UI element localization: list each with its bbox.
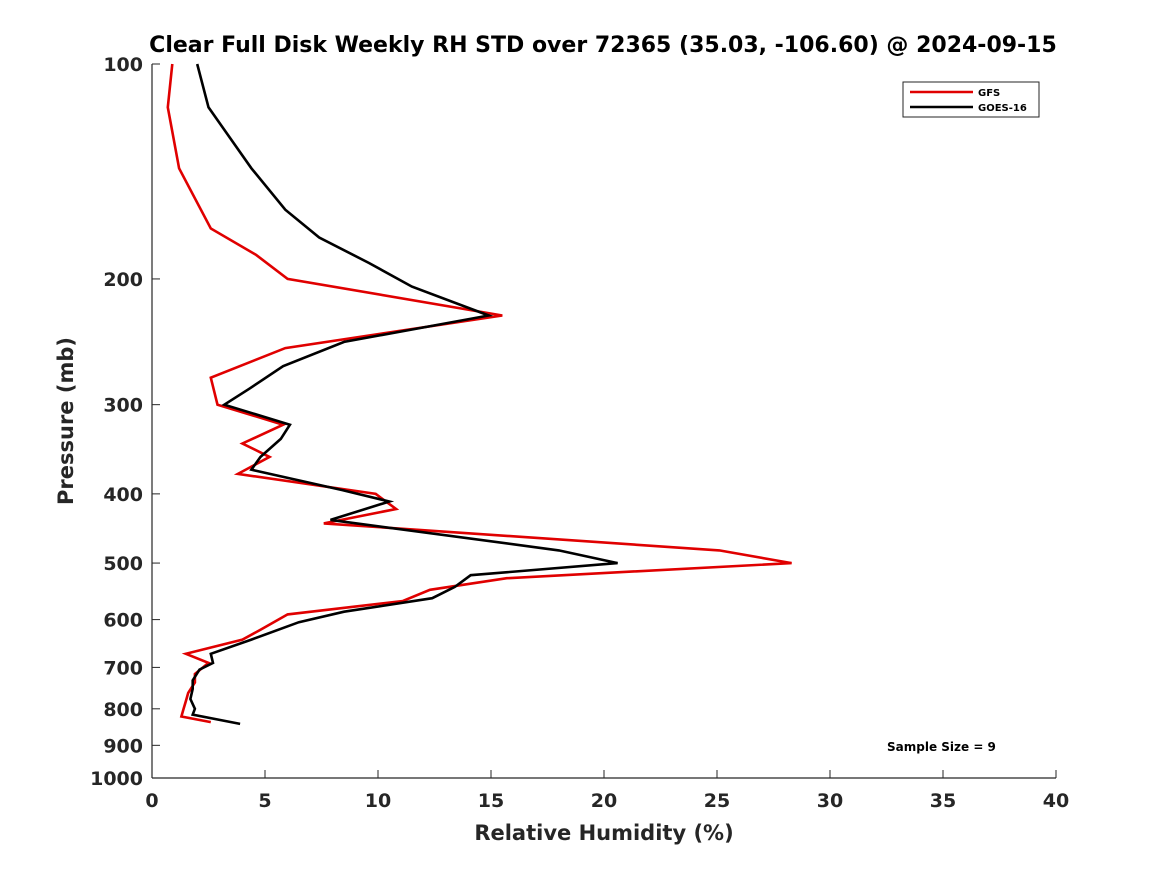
y-tick-label: 300 [103, 395, 143, 417]
x-tick-label: 30 [817, 790, 843, 812]
x-tick-label: 35 [930, 790, 956, 812]
y-tick-label: 100 [103, 54, 143, 76]
legend-box [902, 81, 1040, 118]
series-group [166, 63, 792, 726]
y-axis-ticks: 100 200 300 400 500 600 700 800 900 1000 [90, 54, 160, 790]
x-tick-label: 10 [365, 790, 391, 812]
series-line-goes16 [189, 63, 618, 726]
legend-label-gfs: GFS [978, 88, 1000, 99]
x-tick-label: 0 [145, 790, 158, 812]
y-tick-label: 600 [103, 610, 143, 632]
y-axis-title: Pressure (mb) [54, 337, 78, 505]
x-axis-ticks: 0 5 10 15 20 25 30 35 40 [145, 770, 1069, 812]
y-tick-label: 400 [103, 484, 143, 506]
x-axis-title: Relative Humidity (%) [474, 821, 733, 845]
y-tick-label: 900 [103, 735, 143, 757]
x-tick-label: 20 [591, 790, 617, 812]
sample-size-annotation: Sample Size = 9 [887, 740, 996, 754]
x-tick-label: 40 [1043, 790, 1069, 812]
x-tick-label: 25 [704, 790, 730, 812]
y-tick-label: 700 [103, 657, 143, 679]
x-tick-label: 15 [478, 790, 504, 812]
y-tick-label: 800 [103, 699, 143, 721]
legend-label-goes16: GOES-16 [978, 103, 1027, 114]
legend: GFS GOES-16 [902, 81, 1040, 118]
y-tick-label: 1000 [90, 768, 143, 790]
y-tick-label: 200 [103, 269, 143, 291]
y-tick-label: 500 [103, 553, 143, 575]
chart-title: Clear Full Disk Weekly RH STD over 72365… [149, 33, 1057, 58]
x-tick-label: 5 [258, 790, 271, 812]
